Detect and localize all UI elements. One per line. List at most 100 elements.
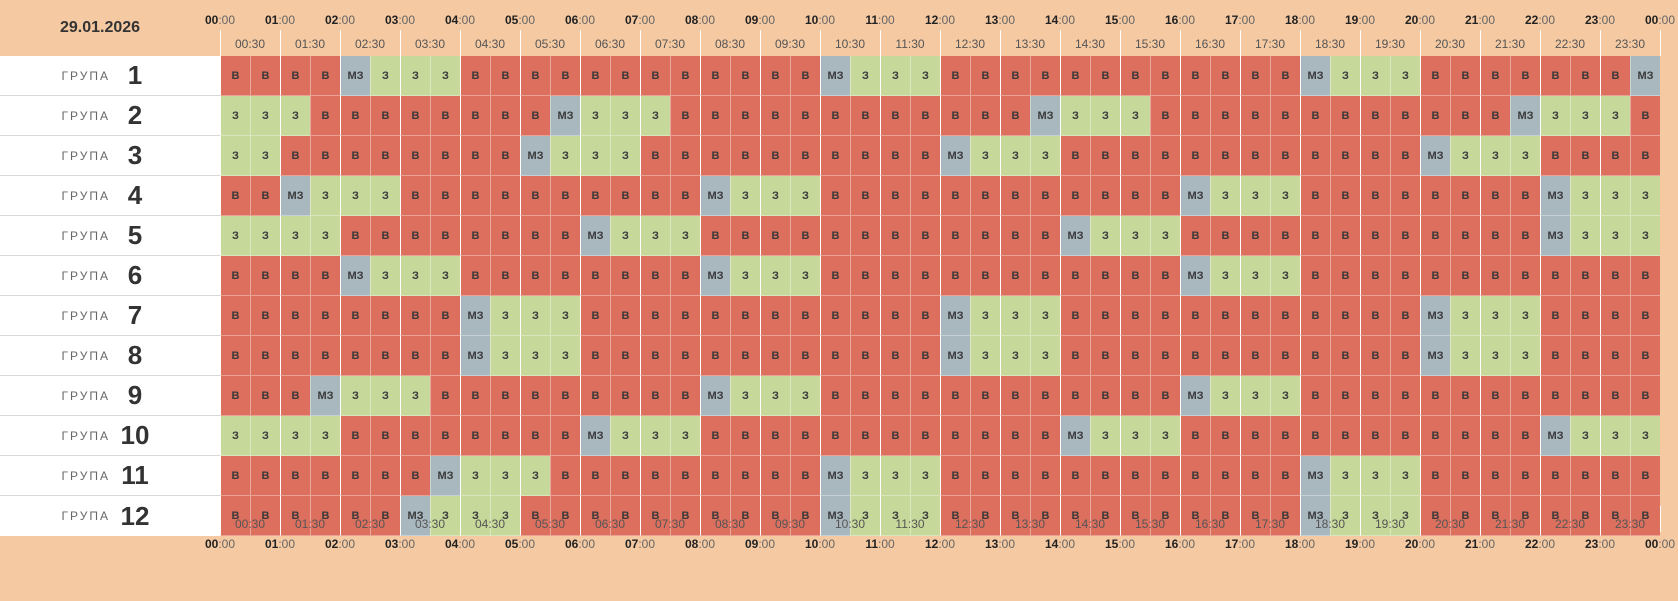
slot-cell[interactable]: В	[1630, 496, 1660, 536]
slot-cell[interactable]: МЗ	[940, 336, 970, 376]
slot-cell[interactable]: З	[1030, 296, 1060, 336]
slot-cell[interactable]: В	[1510, 256, 1540, 296]
slot-cell[interactable]: В	[1570, 376, 1600, 416]
slot-cell[interactable]: В	[490, 176, 520, 216]
slot-cell[interactable]: В	[1630, 256, 1660, 296]
slot-cell[interactable]: В	[520, 56, 550, 96]
slot-cell[interactable]: В	[1390, 296, 1420, 336]
slot-cell[interactable]: З	[1120, 96, 1150, 136]
slot-cell[interactable]: З	[430, 56, 460, 96]
slot-cell[interactable]: З	[550, 336, 580, 376]
slot-cell[interactable]: В	[700, 336, 730, 376]
slot-cell[interactable]: МЗ	[340, 256, 370, 296]
slot-cell[interactable]: В	[490, 96, 520, 136]
slot-cell[interactable]: В	[460, 216, 490, 256]
slot-cell[interactable]: В	[280, 136, 310, 176]
slot-cell[interactable]: З	[1090, 216, 1120, 256]
slot-cell[interactable]: В	[1180, 56, 1210, 96]
slot-cell[interactable]: В	[700, 96, 730, 136]
slot-cell[interactable]: В	[700, 136, 730, 176]
slot-cell[interactable]: В	[910, 416, 940, 456]
slot-cell[interactable]: В	[760, 456, 790, 496]
slot-cell[interactable]: В	[1150, 376, 1180, 416]
slot-cell[interactable]: В	[1060, 456, 1090, 496]
slot-cell[interactable]: В	[1300, 416, 1330, 456]
slot-cell[interactable]: В	[520, 496, 550, 536]
slot-cell[interactable]: В	[1450, 176, 1480, 216]
slot-cell[interactable]: З	[1330, 56, 1360, 96]
slot-cell[interactable]: В	[1420, 376, 1450, 416]
slot-cell[interactable]: В	[820, 96, 850, 136]
slot-cell[interactable]: В	[1330, 176, 1360, 216]
slot-cell[interactable]: З	[580, 96, 610, 136]
slot-cell[interactable]: В	[1090, 256, 1120, 296]
slot-cell[interactable]: В	[820, 176, 850, 216]
slot-cell[interactable]: В	[1510, 416, 1540, 456]
slot-cell[interactable]: З	[250, 136, 280, 176]
slot-cell[interactable]: МЗ	[940, 136, 970, 176]
slot-cell[interactable]: В	[910, 296, 940, 336]
slot-cell[interactable]: В	[730, 136, 760, 176]
slot-cell[interactable]: В	[670, 296, 700, 336]
slot-cell[interactable]: В	[730, 296, 760, 336]
slot-cell[interactable]: З	[610, 96, 640, 136]
slot-cell[interactable]: В	[670, 336, 700, 376]
slot-cell[interactable]: В	[1420, 176, 1450, 216]
slot-cell[interactable]: З	[880, 56, 910, 96]
slot-cell[interactable]: МЗ	[280, 176, 310, 216]
slot-cell[interactable]: В	[490, 416, 520, 456]
slot-cell[interactable]: В	[1240, 96, 1270, 136]
slot-cell[interactable]: В	[250, 496, 280, 536]
slot-cell[interactable]: В	[610, 496, 640, 536]
slot-cell[interactable]: В	[1150, 56, 1180, 96]
slot-cell[interactable]: В	[1000, 56, 1030, 96]
slot-cell[interactable]: В	[1180, 136, 1210, 176]
slot-cell[interactable]: В	[730, 456, 760, 496]
slot-cell[interactable]: З	[1270, 176, 1300, 216]
slot-cell[interactable]: З	[310, 416, 340, 456]
slot-cell[interactable]: З	[1630, 176, 1660, 216]
slot-cell[interactable]: В	[640, 336, 670, 376]
slot-cell[interactable]: З	[340, 176, 370, 216]
slot-cell[interactable]: З	[370, 256, 400, 296]
slot-cell[interactable]: В	[790, 416, 820, 456]
slot-cell[interactable]: В	[790, 136, 820, 176]
slot-cell[interactable]: З	[430, 256, 460, 296]
slot-cell[interactable]: В	[790, 296, 820, 336]
slot-cell[interactable]: З	[1510, 336, 1540, 376]
slot-cell[interactable]: В	[760, 216, 790, 256]
slot-cell[interactable]: В	[790, 456, 820, 496]
slot-cell[interactable]: В	[670, 96, 700, 136]
slot-cell[interactable]: В	[610, 376, 640, 416]
slot-cell[interactable]: З	[1270, 376, 1300, 416]
slot-cell[interactable]: В	[250, 256, 280, 296]
slot-cell[interactable]: В	[1570, 56, 1600, 96]
slot-cell[interactable]: В	[1180, 296, 1210, 336]
slot-cell[interactable]: В	[760, 336, 790, 376]
slot-cell[interactable]: В	[1150, 456, 1180, 496]
slot-cell[interactable]: В	[1510, 176, 1540, 216]
slot-cell[interactable]: В	[1600, 336, 1630, 376]
slot-cell[interactable]: В	[730, 56, 760, 96]
slot-cell[interactable]: В	[940, 56, 970, 96]
slot-cell[interactable]: В	[1390, 336, 1420, 376]
slot-cell[interactable]: В	[460, 56, 490, 96]
slot-cell[interactable]: В	[1090, 56, 1120, 96]
slot-cell[interactable]: З	[850, 56, 880, 96]
slot-cell[interactable]: В	[1630, 336, 1660, 376]
slot-cell[interactable]: МЗ	[310, 376, 340, 416]
slot-cell[interactable]: В	[880, 416, 910, 456]
slot-cell[interactable]: З	[910, 456, 940, 496]
slot-cell[interactable]: З	[1330, 496, 1360, 536]
slot-cell[interactable]: З	[1120, 416, 1150, 456]
slot-cell[interactable]: В	[400, 136, 430, 176]
slot-cell[interactable]: В	[280, 496, 310, 536]
slot-cell[interactable]: В	[760, 136, 790, 176]
slot-cell[interactable]: В	[1570, 336, 1600, 376]
slot-cell[interactable]: В	[550, 256, 580, 296]
slot-cell[interactable]: В	[670, 56, 700, 96]
slot-cell[interactable]: В	[820, 376, 850, 416]
slot-cell[interactable]: В	[1000, 256, 1030, 296]
slot-cell[interactable]: В	[1060, 136, 1090, 176]
slot-cell[interactable]: З	[1480, 296, 1510, 336]
